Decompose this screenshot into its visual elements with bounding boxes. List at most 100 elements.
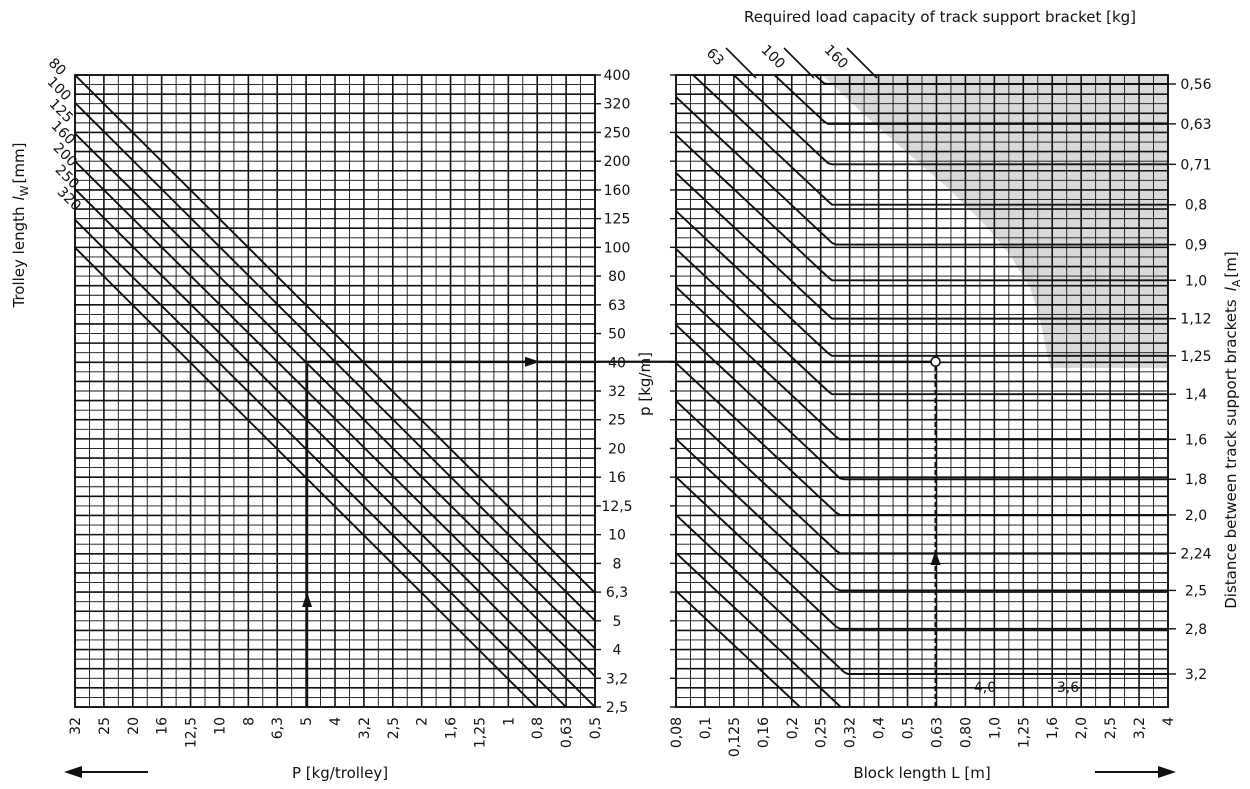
right-y-tick-label: 1,4: [1185, 387, 1207, 403]
left-x-tick-label: 5: [299, 717, 315, 726]
left-x-tick-label: 2: [415, 717, 431, 726]
right-x-tick-label: 1,25: [1016, 717, 1032, 748]
right-x-tick-label: 1,6: [1045, 717, 1061, 739]
left-x-tick-label: 1,6: [444, 717, 460, 739]
left-x-tick-label: 25: [97, 717, 113, 735]
left-axis-title: Trolley lengthlW[mm]: [10, 143, 31, 309]
p-axis-tick-label: 320: [604, 97, 631, 113]
left-x-tick-label: 20: [126, 717, 142, 735]
right-y-tick-label: 1,8: [1185, 472, 1207, 488]
right-x-tick-label: 0,80: [958, 717, 974, 748]
p-axis-tick-label: 50: [608, 327, 626, 343]
p-axis-tick-label: 400: [604, 68, 631, 84]
series-curve-la-3,6: [676, 552, 843, 707]
right-x-tick-label: 0,63: [929, 717, 945, 748]
p-axis-tick-label: 16: [608, 470, 626, 486]
right-x-tick-label: 0,1: [698, 717, 714, 739]
series-line-lw-250: [75, 219, 567, 707]
series-curve-la-4,0: [676, 590, 802, 707]
capacity-leader: [783, 47, 815, 79]
grid: [74, 74, 1169, 708]
example-arrow-up: [302, 592, 313, 607]
p-axis-title: p [kg/m]: [636, 352, 654, 416]
left-x-tick-label: 0,63: [559, 717, 575, 748]
right-x-tick-label: 1,0: [987, 717, 1003, 739]
p-axis-tick-label: 32: [608, 384, 626, 400]
series-curve-la-3,2: [676, 514, 1168, 675]
left-x-tick-label: 16: [155, 717, 171, 735]
left-x-tick-label: 0,5: [588, 717, 604, 739]
right-y-tick-label: 2,5: [1185, 583, 1207, 599]
right-x-axis-title: Block length L [m]: [853, 764, 990, 782]
series-curve-la-1,0: [676, 134, 1168, 282]
capacity-label: 63: [703, 45, 727, 69]
series-line-lw-160: [75, 160, 595, 677]
example-arrow-up-right: [930, 550, 941, 565]
capacity-label: 160: [821, 42, 851, 72]
right-y-tick-label: 1,6: [1185, 432, 1207, 448]
right-chart-title: Required load capacity of track support …: [744, 8, 1136, 26]
left-x-tick-label: 8: [241, 717, 257, 726]
series-curve-la-2,0: [676, 362, 1168, 516]
right-x-tick-label: 2,5: [1103, 717, 1119, 739]
right-axis-title: Distance between track support bracketsl…: [1222, 251, 1243, 609]
p-axis-tick-label: 4: [613, 643, 622, 659]
series-curve-la-0,56: [813, 75, 1168, 85]
p-axis-tick-label: 40: [608, 355, 626, 371]
left-x-tick-label: 1,25: [472, 717, 488, 748]
series-curve-la-1,12: [676, 172, 1168, 320]
series-line-lw-80: [75, 75, 595, 594]
right-y-tick-label: 0,56: [1180, 77, 1211, 93]
p-axis-tick-label: 12,5: [601, 499, 632, 515]
left-x-tick-label: 32: [68, 717, 84, 735]
left-x-tick-label: 12,5: [184, 717, 200, 748]
series-curve-la-2,24: [676, 400, 1168, 555]
right-y-tick-label: 0,71: [1180, 157, 1211, 173]
series-curve-la-0,9: [676, 96, 1168, 246]
right-y-tick-label: 1,25: [1180, 349, 1211, 365]
left-x-tick-label: 1: [501, 717, 517, 726]
p-axis-tick-label: 8: [613, 556, 622, 572]
capacity-leader: [846, 47, 878, 79]
p-axis-tick-label: 25: [608, 413, 626, 429]
series-line-lw-200: [75, 188, 595, 707]
p-axis-tick-label: 2,5: [606, 700, 628, 716]
right-y-tick-label: 2,8: [1185, 622, 1207, 638]
right-y-tick-label: 1,0: [1185, 273, 1207, 289]
example-path: [302, 356, 941, 707]
series-line-lw-125: [75, 132, 595, 650]
right-y-tick-label: 0,63: [1180, 117, 1211, 133]
right-y-tick-label: 1,12: [1180, 312, 1211, 328]
capacity-label: 100: [758, 42, 788, 72]
right-y-tick-label: 0,8: [1185, 198, 1207, 214]
p-axis-tick-label: 125: [604, 212, 631, 228]
series-curve-la-1,6: [676, 286, 1168, 441]
series-curve-la-1,25: [676, 210, 1168, 357]
series-curve-la-2,5: [676, 438, 1168, 592]
left-x-tick-label: 3,2: [357, 717, 373, 739]
p-axis-tick-label: 3,2: [606, 671, 628, 687]
p-axis-tick-label: 200: [604, 154, 631, 170]
series-curve-la-0,8: [691, 75, 1168, 206]
right-y-tick-label: 2,24: [1180, 546, 1211, 562]
series-curve-la-1,8: [676, 324, 1168, 481]
right-x-tick-label: 2,0: [1074, 717, 1090, 739]
left-x-tick-label: 10: [212, 717, 228, 735]
right-x-tick-label: 0,5: [901, 717, 917, 739]
series-curve-la-0,71: [732, 75, 1168, 166]
right-x-tick-label: 3,2: [1132, 717, 1148, 739]
right-x-tick-label: 0,125: [727, 717, 743, 757]
p-axis-tick-label: 5: [613, 614, 622, 630]
series-curve-la-1,4: [676, 248, 1168, 396]
p-axis-tick-label: 20: [608, 441, 626, 457]
right-y-tick-label: 2,0: [1185, 508, 1207, 524]
left-x-tick-label: 0,8: [530, 717, 546, 739]
tick-labels: 32 25 20 16 12,5 10 8 6,3 5 4 3,2 2,5 2 1,6 1,25 1 0,8 0,…: [44, 42, 1212, 757]
right-y-tick-label: 0,9: [1185, 238, 1207, 254]
right-line-label: 4,0: [974, 680, 996, 696]
left-x-tick-label: 6,3: [270, 717, 286, 739]
left-direction-arrow: [64, 766, 148, 778]
example-point: [930, 356, 941, 368]
p-axis-tick-label: 10: [608, 528, 626, 544]
p-axis-tick-label: 80: [608, 269, 626, 285]
